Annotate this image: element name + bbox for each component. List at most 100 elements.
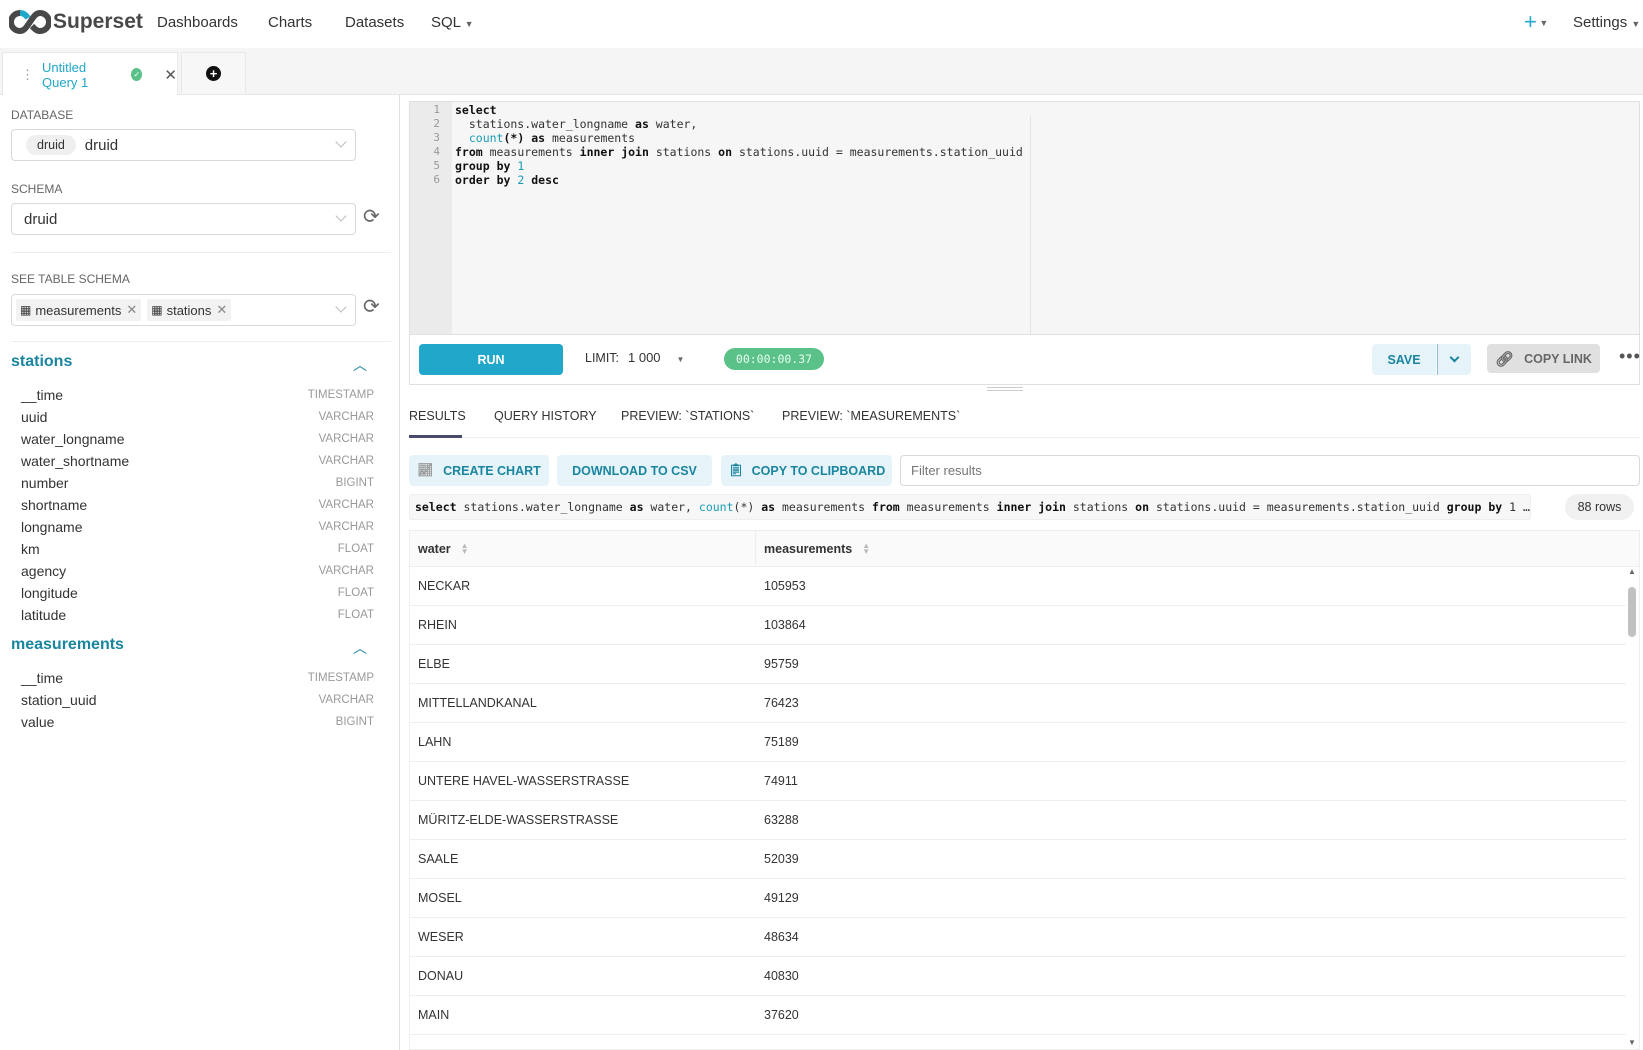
column-item: value BIGINT	[21, 711, 374, 733]
column-name: __time	[21, 387, 64, 403]
column-name: value	[21, 714, 55, 730]
plus-circle-icon: +	[206, 66, 221, 81]
nav-dashboards[interactable]: Dashboards	[157, 14, 238, 31]
table-row: SAALE 52039	[410, 840, 1628, 879]
limit-dropdown[interactable]: 1 000 ▼	[628, 350, 684, 365]
drag-handle-icon[interactable]: ⋮	[21, 66, 34, 82]
table-row: MÜRITZ-ELDE-WASSERSTRASSE 63288	[410, 801, 1628, 840]
remove-tag-icon[interactable]: ✕	[126, 302, 138, 317]
cell-water: ELBE	[418, 657, 450, 671]
sql-editor[interactable]: 1 2 3 4 5 6 select stations.water_longname as …	[409, 101, 1640, 335]
tab-query-history[interactable]: QUERY HISTORY	[494, 409, 597, 423]
cell-measurements: 49129	[764, 891, 799, 905]
results-table: water ▲ ▼ measurements ▲ ▼ NECKAR 105953 RHEIN…	[409, 530, 1640, 1050]
caret-down-icon: ▼	[1536, 18, 1549, 29]
filter-results-input[interactable]	[900, 455, 1640, 486]
scroll-down-icon[interactable]: ▼	[1628, 1038, 1636, 1047]
collapse-chevron-icon[interactable]: ︿	[353, 640, 367, 656]
new-plus-button[interactable]: + ▼	[1524, 9, 1549, 34]
copy-clipboard-button[interactable]: 📋︎ COPY TO CLIPBOARD	[721, 455, 892, 486]
line-number: 1	[433, 103, 440, 116]
table-row: LAHN 75189	[410, 723, 1628, 762]
divider	[11, 341, 391, 342]
table-name: measurements	[11, 636, 124, 653]
cell-water: MAIN	[418, 1008, 450, 1022]
cell-water: UNTERE HAVEL-WASSERSTRASSE	[418, 774, 630, 788]
column-header-label: measurements	[764, 541, 853, 556]
line-number-gutter	[410, 102, 452, 334]
resize-handle[interactable]	[987, 387, 1023, 391]
cell-water: LAHN	[418, 735, 452, 749]
tag-label: stations	[166, 302, 212, 318]
sort-icon[interactable]: ▲ ▼	[460, 540, 469, 556]
column-name: water_longname	[21, 431, 125, 447]
cell-measurements: 76423	[764, 696, 799, 710]
column-header-water[interactable]: water ▲ ▼	[410, 531, 756, 567]
save-dropdown-button[interactable]	[1437, 344, 1471, 375]
table-stations-header[interactable]: stations ︿	[11, 353, 381, 373]
table-row: NECKAR 105953	[410, 567, 1628, 606]
scrollbar-thumb[interactable]	[1628, 587, 1636, 637]
logo[interactable]: Superset	[9, 9, 143, 35]
create-chart-label: CREATE CHART	[443, 463, 541, 478]
column-type: FLOAT	[337, 587, 374, 599]
left-sidebar: DATABASE druid druid SCHEMA druid ⟳ SEE …	[0, 95, 400, 1050]
column-type: BIGINT	[335, 716, 374, 728]
nav-sql[interactable]: SQL ▼	[431, 14, 474, 31]
settings-menu[interactable]: Settings ▼	[1573, 14, 1640, 31]
column-name: shortname	[21, 497, 88, 513]
column-type: VARCHAR	[318, 565, 374, 577]
divider	[11, 252, 391, 253]
column-name: number	[21, 475, 69, 491]
top-navbar: Superset Dashboards Charts Datasets SQL …	[0, 0, 1643, 48]
column-type: BIGINT	[335, 477, 374, 489]
save-button[interactable]: SAVE	[1372, 344, 1436, 375]
nav-charts[interactable]: Charts	[268, 14, 313, 31]
database-select[interactable]: druid druid	[11, 129, 356, 161]
tab-results[interactable]: RESULTS	[409, 409, 466, 423]
download-csv-button[interactable]: DOWNLOAD TO CSV	[557, 455, 712, 486]
chevron-down-icon	[335, 210, 347, 222]
tab-preview-measurements[interactable]: PREVIEW: `MEASUREMENTS`	[782, 409, 961, 423]
more-options-icon[interactable]: •••	[1619, 346, 1641, 366]
cell-measurements: 105953	[764, 579, 806, 593]
nav-datasets[interactable]: Datasets	[345, 14, 405, 31]
column-item: number BIGINT	[21, 472, 374, 494]
column-header-measurements[interactable]: measurements ▲ ▼	[756, 531, 1639, 567]
table-select[interactable]: ▦ measurements ✕ ▦ stations ✕	[11, 294, 356, 326]
tab-preview-stations[interactable]: PREVIEW: `STATIONS`	[621, 409, 755, 423]
query-tab[interactable]: ⋮ Untitled Query 1 ✓ ✕	[2, 52, 178, 96]
column-type: VARCHAR	[318, 433, 374, 445]
print-margin	[1030, 116, 1031, 334]
column-type: VARCHAR	[318, 499, 374, 511]
refresh-schema-icon[interactable]: ⟳	[363, 206, 380, 228]
schema-select[interactable]: druid	[11, 203, 356, 235]
column-item: __time TIMESTAMP	[21, 384, 374, 406]
column-item: __time TIMESTAMP	[21, 667, 374, 689]
create-chart-button[interactable]: 📈︎ CREATE CHART	[409, 455, 549, 486]
add-tab-button[interactable]: +	[181, 52, 246, 95]
scroll-up-icon[interactable]: ▲	[1628, 567, 1636, 576]
run-button[interactable]: RUN	[419, 344, 563, 375]
remove-tag-icon[interactable]: ✕	[216, 302, 228, 317]
table-name: stations	[11, 353, 73, 370]
cell-measurements: 63288	[764, 813, 799, 827]
database-value: druid	[84, 136, 119, 154]
copy-link-button[interactable]: 🔗︎ COPY LINK	[1487, 344, 1600, 373]
column-type: VARCHAR	[318, 694, 374, 706]
column-name: km	[21, 541, 40, 557]
copy-clipboard-label: COPY TO CLIPBOARD	[751, 463, 886, 478]
table-measurements-header[interactable]: measurements ︿	[11, 636, 381, 656]
table-scrollbar[interactable]: ▲ ▼	[1626, 567, 1639, 1049]
line-number: 2	[433, 117, 440, 130]
table-row: MAIN 37620	[410, 996, 1628, 1035]
caret-down-icon: ▼	[464, 19, 474, 29]
close-tab-icon[interactable]: ✕	[164, 66, 177, 84]
refresh-tables-icon[interactable]: ⟳	[363, 296, 380, 318]
sort-icon[interactable]: ▲ ▼	[862, 540, 871, 556]
sql-code[interactable]: select stations.water_longname as water,…	[455, 103, 1023, 187]
table-row: WESER 48634	[410, 918, 1628, 957]
column-item: longname VARCHAR	[21, 516, 374, 538]
collapse-chevron-icon[interactable]: ︿	[353, 357, 367, 373]
executed-sql: select stations.water_longname as water,…	[409, 494, 1531, 520]
